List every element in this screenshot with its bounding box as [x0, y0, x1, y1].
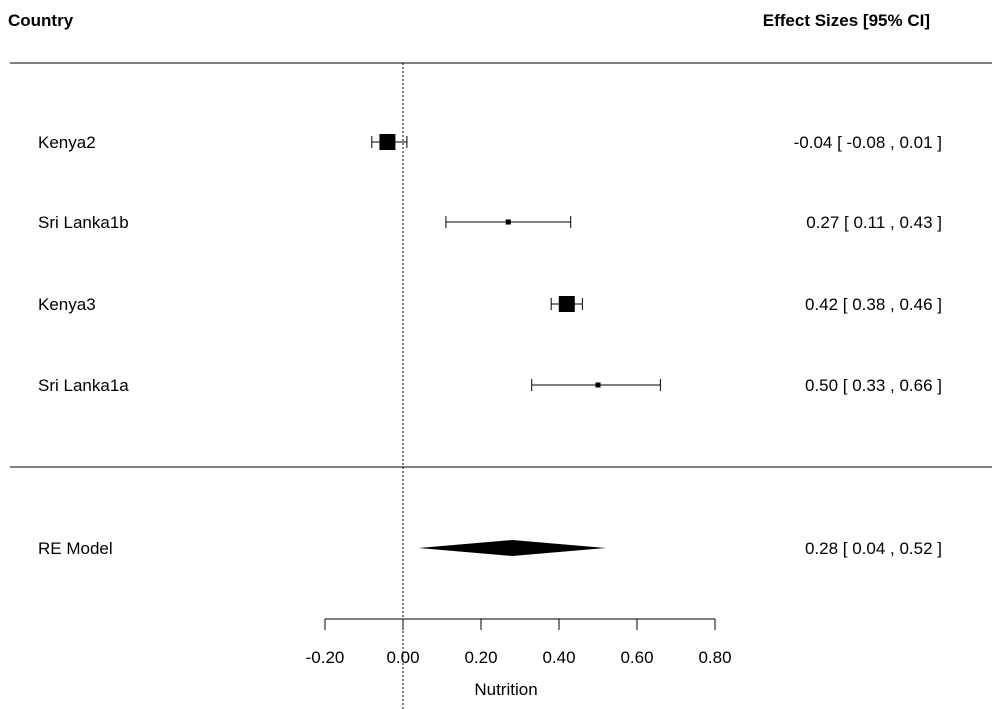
summary-row: RE Model 0.28 [ 0.04 , 0.52 ] [38, 539, 942, 558]
effect-size-text: -0.04 [ -0.08 , 0.01 ] [794, 133, 942, 152]
point-estimate-box [558, 296, 575, 312]
study-label: Sri Lanka1a [38, 376, 129, 395]
x-tick-label: 0.40 [542, 648, 575, 667]
summary-diamond [418, 540, 606, 556]
point-estimate-box [595, 382, 601, 388]
study-label: Sri Lanka1b [38, 213, 129, 232]
x-axis-label: Nutrition [474, 680, 537, 699]
summary-label: RE Model [38, 539, 113, 558]
effect-size-text: 0.27 [ 0.11 , 0.43 ] [806, 213, 942, 232]
study-row: Kenya3 0.42 [ 0.38 , 0.46 ] [38, 295, 942, 314]
header-country: Country [8, 11, 74, 30]
study-row: Kenya2 -0.04 [ -0.08 , 0.01 ] [38, 133, 942, 152]
header-effect-sizes: Effect Sizes [95% CI] [763, 11, 930, 30]
x-tick-label: 0.20 [464, 648, 497, 667]
x-axis: -0.20 0.00 0.20 0.40 0.60 0.80 [306, 618, 732, 667]
study-label: Kenya2 [38, 133, 96, 152]
point-estimate-box [379, 134, 396, 150]
study-rows: Kenya2 -0.04 [ -0.08 , 0.01 ] Sri Lanka1b 0… [38, 133, 942, 395]
x-tick-label: -0.20 [306, 648, 345, 667]
x-tick-label: 0.60 [620, 648, 653, 667]
effect-size-text: 0.42 [ 0.38 , 0.46 ] [805, 295, 942, 314]
effect-size-text: 0.50 [ 0.33 , 0.66 ] [805, 376, 942, 395]
study-row: Sri Lanka1a 0.50 [ 0.33 , 0.66 ] [38, 376, 942, 395]
summary-effect-text: 0.28 [ 0.04 , 0.52 ] [805, 539, 942, 558]
study-row: Sri Lanka1b 0.27 [ 0.11 , 0.43 ] [38, 213, 942, 232]
x-tick-label: 0.00 [386, 648, 419, 667]
study-label: Kenya3 [38, 295, 96, 314]
point-estimate-box [505, 219, 511, 225]
x-tick-label: 0.80 [698, 648, 731, 667]
